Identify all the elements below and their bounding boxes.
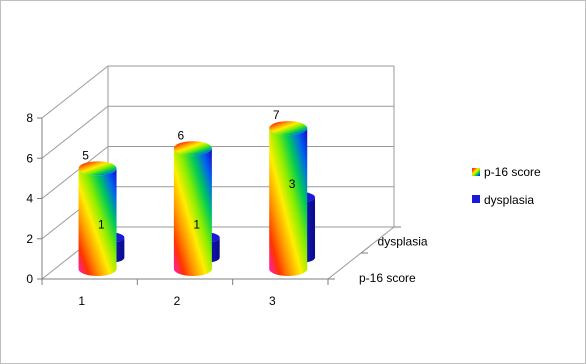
bar-p16-2 — [269, 121, 308, 276]
bar-p16-1-top — [173, 141, 212, 156]
data-label-dysplasia-1: 1 — [193, 217, 200, 231]
bar-p16-2-top — [269, 121, 308, 136]
bar-p16-0-top — [78, 161, 117, 176]
legend-swatch-p16 — [472, 168, 480, 176]
data-label-p16-0: 5 — [82, 148, 89, 162]
depth-label-dysplasia: dysplasia — [378, 235, 428, 249]
side-gridline-4 — [41, 65, 109, 119]
data-label-dysplasia-0: 1 — [98, 217, 105, 231]
legend-label-p16: p-16 score — [484, 165, 541, 179]
legend-label-dysplasia: dysplasia — [484, 193, 534, 207]
axes — [37, 117, 401, 285]
side-gridline-2 — [41, 146, 109, 199]
bar-p16-0-body — [78, 168, 117, 276]
bars — [78, 121, 316, 276]
x-category-label-2: 3 — [269, 294, 276, 308]
y-tick-label-3: 6 — [26, 151, 33, 165]
data-label-p16-2: 7 — [273, 108, 280, 122]
x-category-label-1: 2 — [174, 294, 181, 308]
depth-label-p16: p-16 score — [359, 271, 416, 285]
y-tick-label-0: 0 — [26, 272, 33, 286]
y-tick-label-2: 4 — [26, 192, 33, 206]
legend: p-16 score dysplasia — [472, 165, 541, 207]
bar-p16-0 — [78, 161, 117, 276]
labels: 0 2 4 6 8 1 2 3 dysplasia p-16 score 1 1 3 5 6 7 — [26, 108, 428, 308]
side-gridline-3 — [41, 105, 109, 159]
bar-p16-1-body — [173, 148, 212, 276]
x-category-label-0: 1 — [78, 294, 85, 308]
bar-p16-2-body — [269, 128, 308, 276]
legend-swatch-dysplasia — [472, 195, 480, 203]
floor-mid-tick — [360, 246, 370, 254]
data-label-p16-1: 6 — [178, 128, 185, 142]
y-tick-label-1: 2 — [26, 232, 33, 246]
data-label-dysplasia-2: 3 — [289, 177, 296, 191]
y-tick-label-4: 8 — [26, 111, 33, 125]
bar-p16-1 — [173, 141, 212, 276]
